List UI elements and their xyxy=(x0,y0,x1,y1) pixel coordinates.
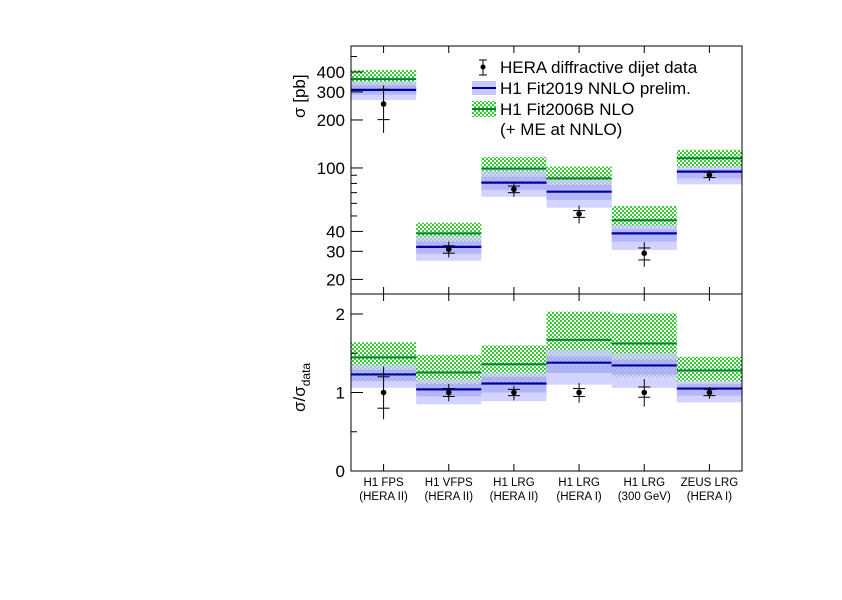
data-point xyxy=(380,389,387,396)
data-point xyxy=(511,186,517,193)
y-tick-label: 2 xyxy=(336,305,345,324)
fit2019-inner-band xyxy=(611,228,677,242)
x-axis-labels: H1 FPS (HERA II) H1 VFPS (HERA II) H1 LRG (HE… xyxy=(359,477,738,503)
ratio-y-title-main: σ/σ xyxy=(290,386,309,412)
x-tick-label: (300 GeV) xyxy=(618,491,671,503)
y-tick-label: 40 xyxy=(326,222,345,241)
legend: HERA diffractive dijet data H1 Fit2019 N… xyxy=(472,58,698,139)
data-point xyxy=(576,211,582,217)
legend-label-fit2006: H1 Fit2006B NLO xyxy=(500,100,634,119)
plot-frame xyxy=(350,293,743,472)
x-tick-label: ZEUS LRG xyxy=(681,477,739,489)
data-point xyxy=(445,389,452,396)
legend-label-fit2006-note: (+ ME at NNLO) xyxy=(500,120,622,139)
x-tick-label: H1 FPS xyxy=(363,477,404,489)
legend-fit2019-marker xyxy=(472,81,496,95)
ratio-y-title-sub: data xyxy=(299,363,313,387)
fit2019-inner-band xyxy=(611,359,677,375)
fit2006-band xyxy=(676,356,742,382)
y-tick-label: 200 xyxy=(317,111,345,130)
y-tick-label: 400 xyxy=(317,63,345,82)
data-point xyxy=(706,172,713,178)
legend-label-data: HERA diffractive dijet data xyxy=(500,58,698,77)
x-tick-label: (HERA I) xyxy=(687,491,733,503)
data-point xyxy=(641,250,648,257)
fit2019-inner-band xyxy=(481,376,547,393)
ratio-panel: 0 1 2 xyxy=(336,293,743,481)
x-tick-label: H1 LRG xyxy=(493,477,535,489)
y-tick-label: 1 xyxy=(336,384,345,403)
data-point xyxy=(706,389,713,396)
x-tick-label: H1 LRG xyxy=(558,477,600,489)
legend-label-fit2019: H1 Fit2019 NNLO prelim. xyxy=(500,79,691,98)
x-tick-label: (HERA II) xyxy=(359,491,408,503)
ratio-y-axis-title: σ/σdata xyxy=(290,363,313,412)
x-tick-label: H1 VFPS xyxy=(425,477,473,489)
data-point xyxy=(641,389,648,396)
legend-data-marker xyxy=(479,59,487,76)
top-y-axis-title: σ [pb] xyxy=(290,74,309,118)
x-tick-label: (HERA II) xyxy=(424,491,473,503)
fit2006-band xyxy=(611,206,677,229)
y-tick-label: 20 xyxy=(326,270,345,289)
y-tick-label: 30 xyxy=(326,242,345,261)
x-tick-label: (HERA I) xyxy=(556,491,602,503)
data-point xyxy=(511,389,517,396)
legend-fit2006-marker xyxy=(472,101,496,117)
fit2019-inner-band xyxy=(546,356,612,373)
x-tick-label: H1 LRG xyxy=(623,477,665,489)
data-point xyxy=(576,389,582,396)
data-point xyxy=(445,246,452,253)
y-tick-label: 0 xyxy=(336,462,345,481)
y-tick-label: 300 xyxy=(317,83,345,102)
y-tick-label: 100 xyxy=(317,159,345,178)
data-point xyxy=(380,101,387,107)
x-tick-label: (HERA II) xyxy=(490,491,539,503)
